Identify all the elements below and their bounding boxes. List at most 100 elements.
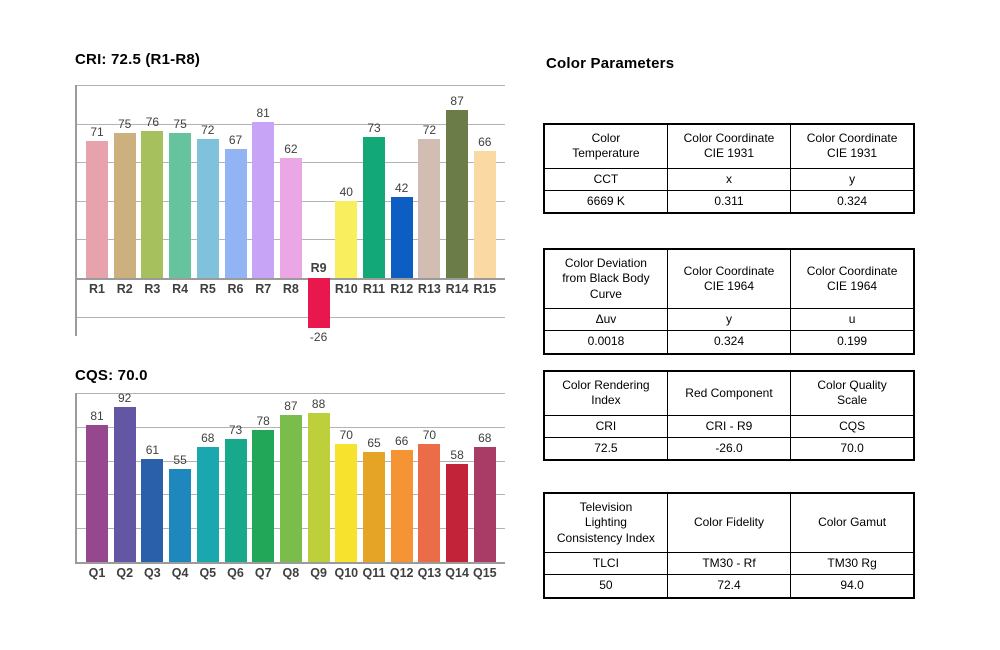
header-cell: Color Coordinate CIE 1964	[790, 248, 915, 310]
bar-value-R3: 76	[145, 115, 160, 130]
bar-Q15	[473, 447, 496, 562]
table-cell: TLCI	[543, 552, 668, 576]
bar-value-R13: 72	[422, 123, 437, 138]
bar-value-R9: -26	[309, 330, 328, 345]
bar-value-Q2: 92	[118, 390, 132, 405]
table-row: 6669 K 0.311 0.324	[543, 190, 915, 214]
bar-R11	[363, 137, 385, 278]
bar-R14	[446, 110, 469, 278]
bar-value-R6: 67	[228, 132, 243, 147]
table-row: CCT x y	[543, 167, 915, 192]
bar-value-Q8: 87	[284, 398, 298, 413]
bar-value-R15: 66	[478, 134, 492, 149]
table-header-row: Color Rendering Index Red Component Color …	[543, 370, 915, 416]
bar-R10	[335, 200, 358, 278]
bar-Q12	[390, 450, 413, 562]
table-cell: 72.5	[543, 437, 668, 461]
bar-value-Q10: 70	[339, 427, 353, 442]
x-label-Q4: Q4	[171, 566, 189, 580]
table-cell: CCT	[543, 167, 668, 192]
bar-R5	[196, 139, 219, 278]
bar-Q4	[169, 469, 192, 562]
bar-Q7	[252, 430, 275, 562]
table-cell: 0.311	[666, 190, 792, 214]
parameter-table-3: Television Lighting Consistency Index Col…	[543, 492, 915, 599]
header-cell: Color Temperature	[543, 123, 668, 169]
bar-R2	[113, 133, 136, 278]
bar-value-R12: 42	[395, 180, 409, 195]
header-cell: Color Gamut	[790, 492, 915, 554]
bar-value-Q7: 78	[256, 414, 270, 429]
bar-value-R5: 72	[201, 123, 215, 138]
bar-value-R4: 75	[173, 117, 187, 132]
table-cell: 72.4	[666, 574, 792, 599]
header-cell: Color Coordinate CIE 1931	[666, 123, 792, 169]
gridline-y100	[75, 85, 505, 86]
x-label-R11: R11	[362, 282, 386, 296]
x-label-Q11: Q11	[362, 566, 386, 580]
table-cell: -26.0	[666, 437, 792, 461]
x-label-Q14: Q14	[445, 566, 469, 580]
x-label-R6: R6	[227, 282, 244, 296]
bar-Q2	[113, 406, 136, 562]
table-header-row: Television Lighting Consistency Index Col…	[543, 492, 915, 554]
table-row: 50 72.4 94.0	[543, 574, 915, 599]
header-cell: Color Quality Scale	[790, 370, 915, 416]
table-cell: 50	[543, 574, 668, 599]
x-label-Q2: Q2	[116, 566, 134, 580]
x-label-R8: R8	[282, 282, 299, 296]
gridline-y100	[75, 393, 505, 394]
bar-value-R10: 40	[339, 184, 353, 199]
bar-value-R8: 62	[284, 142, 298, 157]
x-label-R2: R2	[116, 282, 133, 296]
table-cell: CRI - R9	[666, 414, 792, 439]
gridline-y0	[75, 562, 505, 564]
x-label-Q3: Q3	[144, 566, 161, 580]
x-label-R1: R1	[89, 282, 105, 296]
x-label-Q1: Q1	[88, 566, 106, 580]
bar-Q9	[307, 413, 330, 562]
bar-R1	[86, 140, 108, 278]
table-header-row: Color Deviation from Black Body Curve Col…	[543, 248, 915, 310]
table-cell: u	[790, 308, 915, 332]
bar-R3	[141, 131, 164, 278]
bar-Q14	[446, 463, 469, 562]
header-cell: Color Fidelity	[666, 492, 792, 554]
table-cell: CQS	[790, 414, 915, 439]
x-label-Q15: Q15	[472, 566, 497, 580]
bar-R15	[473, 150, 496, 278]
table-row: 0.0018 0.324 0.199	[543, 330, 915, 355]
bar-R4	[169, 133, 192, 278]
bar-Q3	[141, 458, 164, 562]
x-label-R5: R5	[199, 282, 216, 296]
table-cell: 0.324	[666, 330, 792, 355]
bar-R8	[279, 158, 302, 278]
x-label-Q8: Q8	[282, 566, 300, 580]
table-cell: 0.0018	[543, 330, 668, 355]
cri-bar-chart: 71 R1 75 R2 76 R3 75 R4 72 R5 67 R6 81 R7 62 R8 -26 R9 40 R…	[75, 85, 505, 344]
table-cell: 0.199	[790, 330, 915, 355]
table-cell: 6669 K	[543, 190, 668, 214]
bar-R12	[390, 196, 413, 278]
bar-value-Q15: 68	[478, 431, 492, 446]
x-label-Q5: Q5	[199, 566, 217, 580]
parameter-table-0: Color Temperature Color Coordinate CIE 19…	[543, 123, 915, 215]
gridline-y80	[75, 123, 505, 125]
bar-R9	[307, 278, 330, 329]
parameter-table-2: Color Rendering Index Red Component Color …	[543, 370, 915, 462]
table-cell: TM30 - Rf	[666, 552, 792, 576]
table-row: Δuv y u	[543, 308, 915, 332]
bar-Q5	[196, 447, 219, 562]
cqs-chart-title: CQS: 70.0	[75, 367, 148, 384]
table-cell: 0.324	[790, 190, 915, 214]
y-axis-line	[75, 393, 77, 562]
bar-value-Q6: 73	[228, 422, 243, 437]
bar-value-Q13: 70	[422, 427, 437, 442]
bar-R6	[224, 148, 247, 278]
bar-Q11	[363, 452, 385, 562]
bar-value-R1: 71	[90, 124, 104, 139]
bar-value-Q12: 66	[395, 434, 409, 449]
bar-value-R7: 81	[256, 105, 270, 120]
table-cell: Δuv	[543, 308, 668, 332]
bar-Q10	[335, 443, 358, 562]
